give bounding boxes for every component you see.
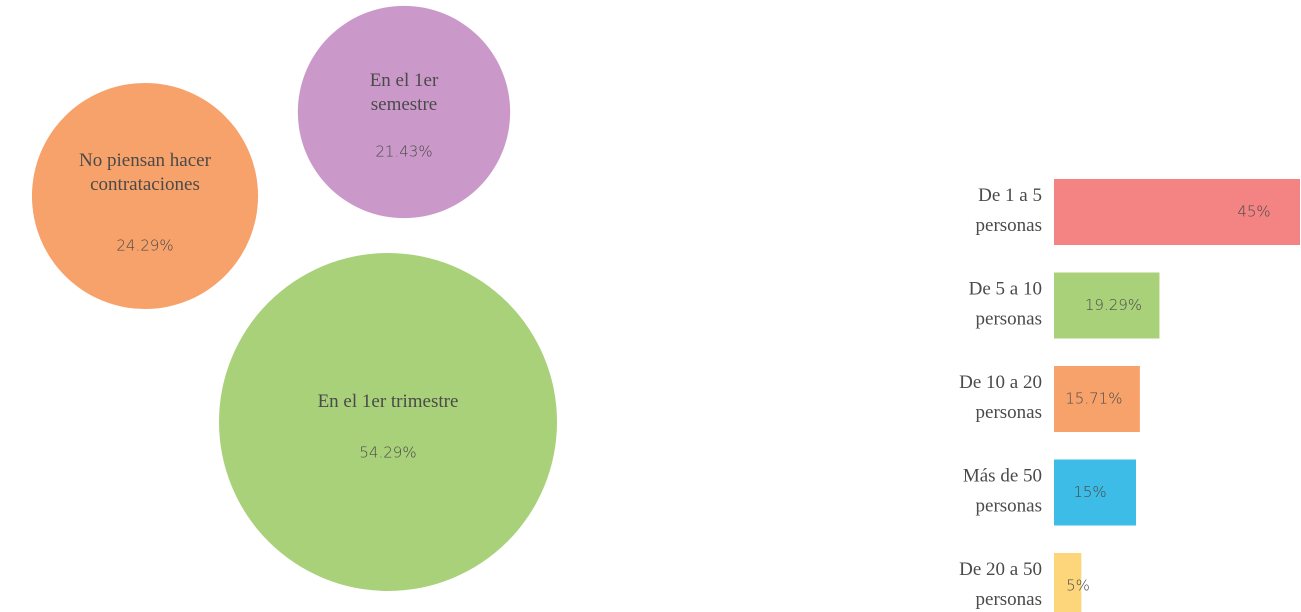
- bar-value: 45%: [1237, 203, 1270, 221]
- bubble-value: 24.29%: [116, 237, 173, 255]
- bubble-value: 21.43%: [375, 143, 432, 161]
- bubble-label: No piensan hacer contrataciones: [79, 150, 212, 195]
- bar-value: 19.29%: [1085, 296, 1142, 314]
- bar: [1054, 179, 1300, 245]
- bar-label: Más de 50 personas: [963, 466, 1042, 517]
- bar-label: De 5 a 10 personas: [969, 279, 1042, 330]
- bubble-label: En el 1er semestre: [370, 70, 439, 115]
- bubble: [31, 82, 259, 310]
- bubble: [219, 253, 557, 591]
- bar-value: 15%: [1073, 483, 1106, 501]
- bar: [1054, 553, 1082, 612]
- bar-label: De 10 a 20 personas: [959, 372, 1042, 423]
- bar-label: De 1 a 5 personas: [976, 185, 1042, 236]
- bubble: [297, 5, 511, 219]
- bar-label: De 20 a 50 personas: [959, 559, 1042, 610]
- bar-value: 15.71%: [1065, 390, 1122, 408]
- bar: [1054, 272, 1160, 339]
- bar: [1054, 459, 1136, 526]
- bar-value: 5%: [1066, 577, 1090, 595]
- bubble-value: 54.29%: [359, 444, 416, 462]
- bubble-label: En el 1er trimestre: [318, 391, 459, 412]
- bar: [1054, 366, 1140, 432]
